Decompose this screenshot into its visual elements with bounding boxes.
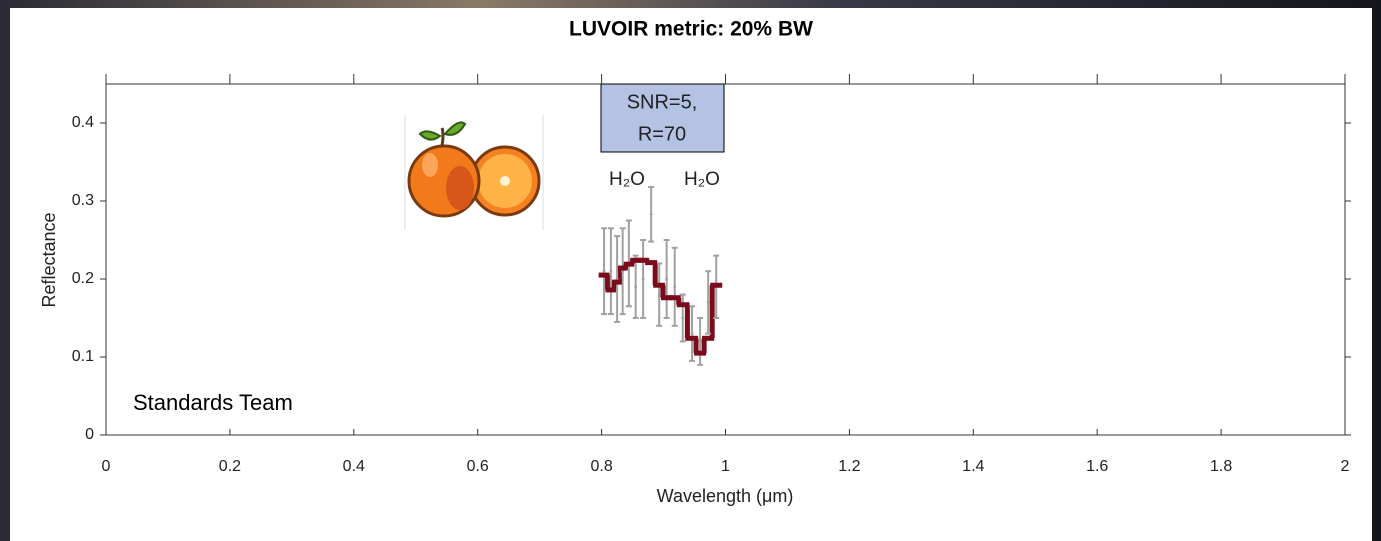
team-label: Standards Team (133, 390, 293, 415)
y-axis-label: Reflectance (39, 212, 59, 307)
x-tick-label: 0.2 (219, 458, 241, 475)
x-tick-label: 1.6 (1086, 458, 1108, 475)
data-point (634, 285, 638, 289)
y-tick-label: 0.2 (72, 270, 94, 287)
y-tick-label: 0 (85, 426, 94, 443)
box-line: R=70 (638, 123, 686, 145)
data-point (641, 277, 645, 281)
y-tick-label: 0.4 (72, 114, 94, 131)
data-point (681, 316, 685, 320)
x-tick-label: 1.2 (838, 458, 860, 475)
data-point (698, 339, 702, 343)
box-line: SNR=5, (627, 91, 698, 113)
x-tick-label: 1.8 (1210, 458, 1232, 475)
x-tick-label: 0.8 (590, 458, 612, 475)
x-tick-label: 2 (1341, 458, 1350, 475)
data-point (665, 277, 669, 281)
x-tick-label: 0.6 (467, 458, 489, 475)
data-point (673, 285, 677, 289)
data-point (690, 332, 694, 336)
y-tick-label: 0.1 (72, 348, 94, 365)
data-point (649, 212, 653, 216)
x-tick-label: 1.4 (962, 458, 984, 475)
x-tick-label: 0 (102, 458, 111, 475)
orange-icon (404, 115, 544, 230)
annotation-box (600, 83, 725, 153)
h2o-label: H₂O (609, 169, 645, 190)
data-point (706, 300, 710, 304)
x-tick-label: 1 (721, 458, 730, 475)
data-point (609, 269, 613, 273)
h2o-label: H₂O (684, 169, 720, 190)
data-point (602, 269, 606, 273)
y-tick-label: 0.3 (72, 192, 94, 209)
chart-title: LUVOIR metric: 20% BW (569, 18, 813, 41)
x-tick-label: 0.4 (343, 458, 365, 475)
x-axis-label: Wavelength (μm) (657, 486, 794, 506)
data-point (657, 293, 661, 297)
